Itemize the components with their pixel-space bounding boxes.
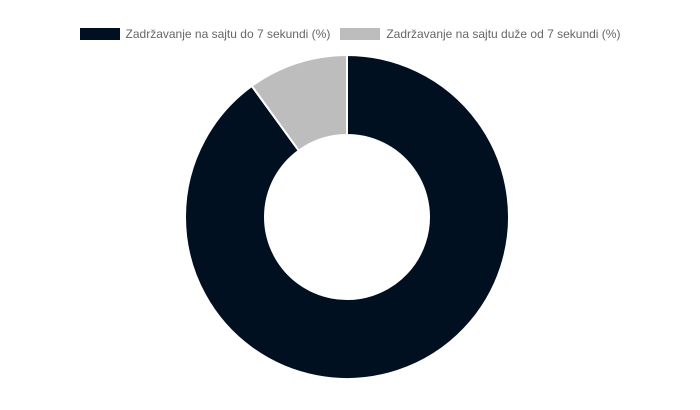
legend-swatch — [340, 28, 381, 40]
legend-item-over-7s[interactable]: Zadržavanje na sajtu duže od 7 sekundi (… — [340, 27, 620, 41]
legend-swatch — [79, 28, 120, 40]
legend-label: Zadržavanje na sajtu do 7 sekundi (%) — [125, 27, 331, 41]
legend-item-under-7s[interactable]: Zadržavanje na sajtu do 7 sekundi (%) — [79, 27, 331, 41]
chart-legend: Zadržavanje na sajtu do 7 sekundi (%) Za… — [0, 27, 700, 41]
legend-label: Zadržavanje na sajtu duže od 7 sekundi (… — [386, 27, 621, 41]
doughnut-slice-0[interactable] — [184, 53, 510, 380]
doughnut-slice-1[interactable] — [250, 53, 348, 153]
